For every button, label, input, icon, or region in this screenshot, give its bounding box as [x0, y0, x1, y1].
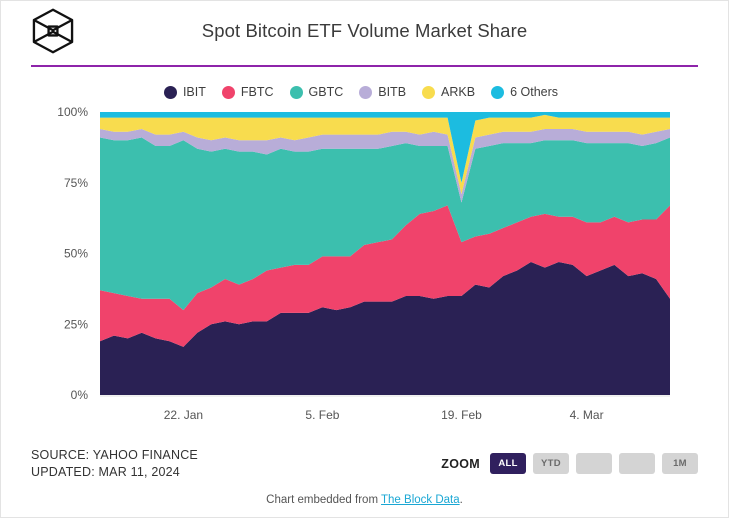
the-block-data-link[interactable]: The Block Data — [381, 493, 460, 506]
legend-swatch-icon — [491, 85, 505, 99]
zoom-controls: ZOOM ALL YTD 1M — [441, 453, 698, 475]
the-block-cube-logo-icon — [31, 7, 75, 55]
legend-swatch-icon — [422, 85, 436, 99]
legend-item-label: FBTC — [240, 85, 274, 99]
x-axis-tick-label: 19. Feb — [441, 408, 482, 422]
embed-credit: Chart embedded from The Block Data. — [31, 494, 698, 506]
area-series-fbtc — [100, 205, 670, 347]
zoom-button-1m[interactable]: 1M — [662, 453, 698, 475]
legend-item-label: GBTC — [308, 85, 344, 99]
x-axis-tick-label: 22. Jan — [164, 408, 203, 422]
legend-item-ibit[interactable]: IBIT — [163, 85, 206, 99]
zoom-button-blank-3[interactable] — [619, 453, 655, 475]
source-block: SOURCE: YAHOO FINANCE UPDATED: MAR 11, 2… — [31, 447, 198, 481]
y-axis-tick-label: 50% — [64, 247, 88, 261]
x-axis-tick-label: 4. Mar — [570, 408, 604, 422]
legend-swatch-icon — [221, 85, 235, 99]
y-axis-tick-label: 75% — [64, 176, 88, 190]
page-title: Spot Bitcoin ETF Volume Market Share — [201, 20, 528, 41]
zoom-label: ZOOM — [441, 456, 480, 471]
y-axis-tick-label: 25% — [64, 317, 88, 331]
legend-item-fbtc[interactable]: FBTC — [221, 85, 274, 99]
zoom-button-ytd[interactable]: YTD — [533, 453, 569, 475]
source-line: SOURCE: YAHOO FINANCE — [31, 448, 198, 462]
stacked-area-chart: 0% 25% 50% 75% 100% 22. Jan 5. Feb 19. Feb 4. Ma… — [57, 105, 670, 422]
zoom-button-blank-2[interactable] — [576, 453, 612, 475]
area-series-gbtc — [100, 137, 670, 311]
legend-item-label: ARKB — [441, 85, 476, 99]
chart-legend: IBIT FBTC GBTC BITB ARKB 6 Others — [1, 85, 728, 99]
legend-item-bitb[interactable]: BITB — [359, 85, 406, 99]
legend-item-label: IBIT — [182, 85, 206, 99]
updated-line: UPDATED: MAR 11, 2024 — [31, 464, 180, 479]
y-axis-tick-label: 100% — [57, 105, 88, 119]
chart-plot-area: 0% 25% 50% 75% 100% 22. Jan 5. Feb 19. Feb 4. Ma… — [1, 105, 728, 425]
zoom-button-all[interactable]: ALL — [490, 453, 526, 475]
area-series-bitb — [100, 128, 670, 203]
legend-swatch-icon — [289, 85, 303, 99]
area-series-arkb — [100, 114, 670, 195]
legend-swatch-icon — [359, 85, 373, 99]
header-divider — [31, 65, 698, 67]
legend-swatch-icon — [163, 85, 177, 99]
widget-header: Spot Bitcoin ETF Volume Market Share — [1, 1, 728, 61]
area-series-ibit — [100, 261, 670, 395]
embed-prefix: Chart embedded from — [266, 493, 382, 506]
widget-footer: SOURCE: YAHOO FINANCE UPDATED: MAR 11, 2… — [1, 441, 728, 517]
legend-item-6-others[interactable]: 6 Others — [491, 85, 558, 99]
legend-item-gbtc[interactable]: GBTC — [289, 85, 344, 99]
legend-item-label: 6 Others — [510, 85, 559, 99]
y-axis-tick-label: 0% — [71, 388, 89, 402]
x-axis-tick-label: 5. Feb — [305, 408, 339, 422]
embed-suffix: . — [459, 493, 463, 506]
legend-item-arkb[interactable]: ARKB — [422, 85, 475, 99]
legend-item-label: BITB — [378, 85, 407, 99]
